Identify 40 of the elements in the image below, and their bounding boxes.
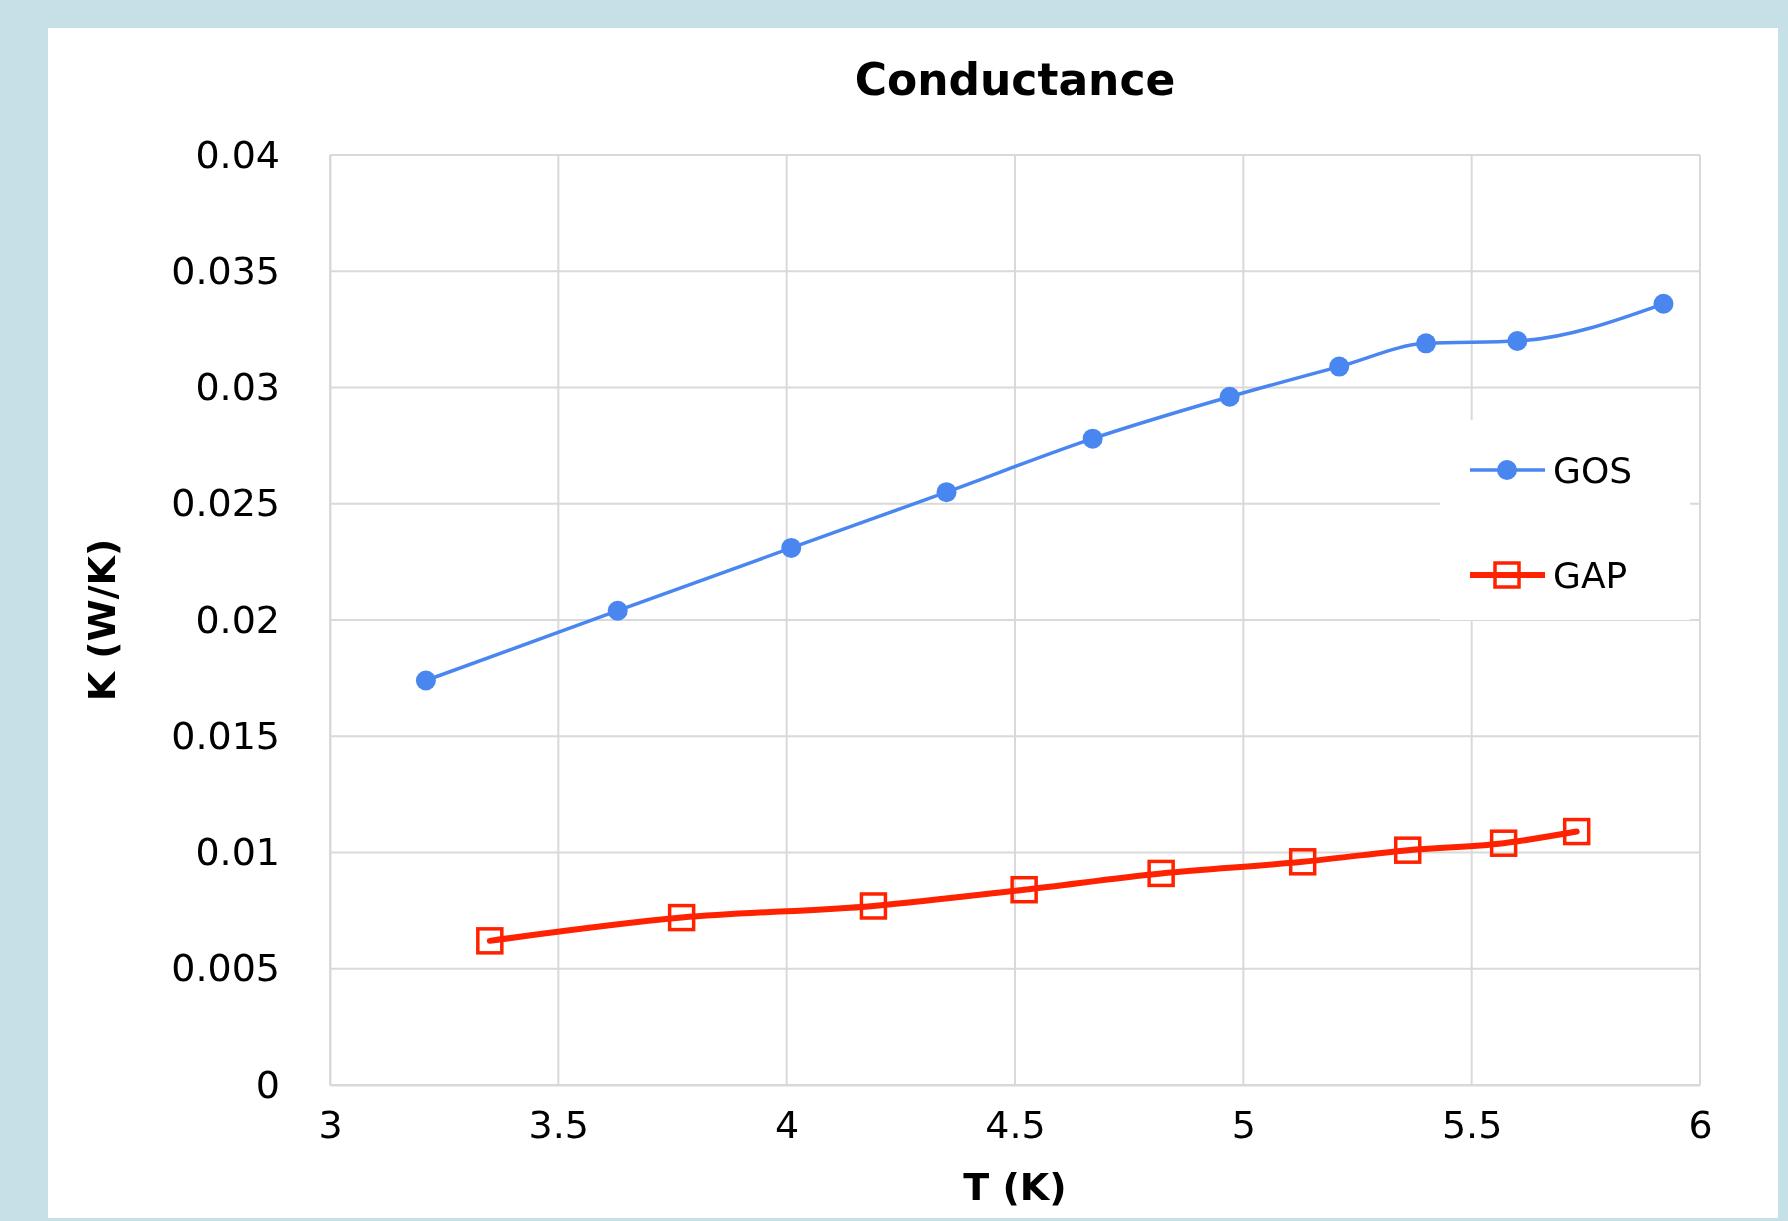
legend-label: GOS (1553, 450, 1633, 491)
y-tick-label: 0.01 (195, 830, 280, 875)
point (1653, 293, 1674, 314)
point (1147, 859, 1175, 888)
point (1507, 331, 1528, 351)
x-tick-label: 5.5 (1441, 1102, 1503, 1147)
point (1393, 836, 1422, 864)
x-tick-label: 4.5 (985, 1102, 1046, 1147)
x-tick-label: 5 (1231, 1102, 1256, 1147)
point (781, 537, 802, 558)
point (1329, 356, 1350, 377)
y-tick-label: 0.02 (195, 597, 280, 642)
point (859, 892, 888, 920)
point (1010, 875, 1038, 904)
point (1219, 386, 1240, 407)
y-tick-label: 0.04 (195, 132, 280, 177)
point (415, 670, 436, 691)
y-tick-label: 0.025 (171, 481, 280, 526)
y-tick-label: 0.03 (195, 365, 280, 410)
x-axis-title: T (K) (963, 1165, 1067, 1209)
y-tick-label: 0 (255, 1062, 280, 1107)
point (1416, 333, 1436, 354)
y-axis-title: K (W/K) (80, 538, 124, 702)
point (936, 482, 957, 503)
point (1489, 829, 1518, 857)
point (1562, 817, 1591, 846)
point (1082, 428, 1103, 449)
point (476, 927, 504, 955)
x-tick-label: 3.5 (528, 1102, 590, 1147)
y-tick-label: 0.035 (171, 248, 280, 293)
point (667, 903, 696, 932)
x-tick-label: 3 (318, 1102, 343, 1147)
y-tick-label: 0.005 (171, 946, 280, 991)
x-tick-label: 6 (1688, 1102, 1713, 1147)
legend-label: GAP (1553, 555, 1628, 596)
y-tick-label: 0.015 (171, 713, 280, 758)
chart-title: Conductance (854, 54, 1176, 105)
point (607, 600, 628, 621)
x-tick-label: 4 (775, 1102, 800, 1147)
point (1288, 848, 1317, 876)
